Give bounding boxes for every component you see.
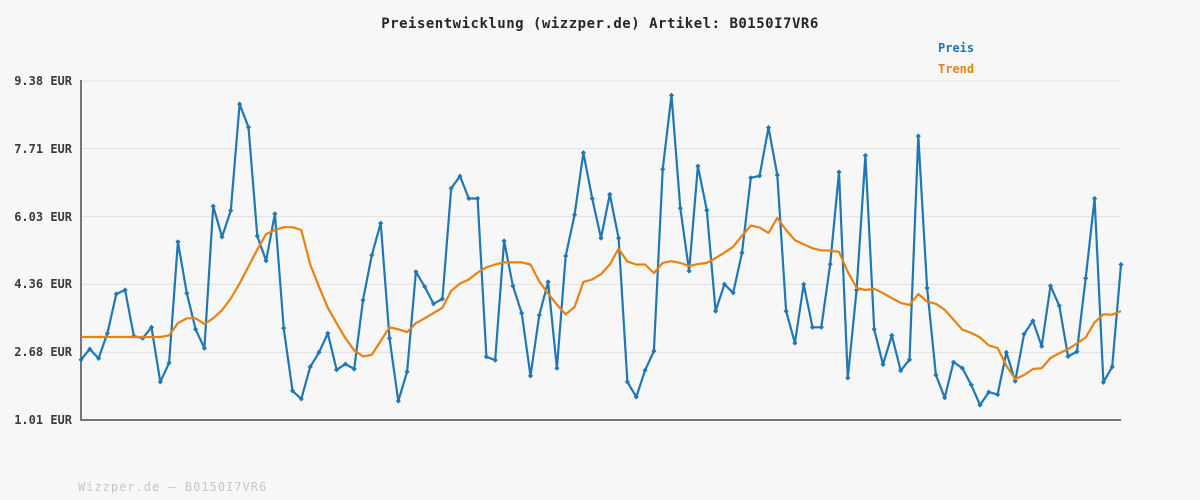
legend: Preis Trend	[938, 38, 974, 80]
legend-item-trend: Trend	[938, 62, 975, 76]
y-tick-label: 1.01 EUR	[14, 413, 72, 427]
preis-markers	[78, 92, 1124, 408]
trend-line	[81, 216, 1122, 381]
y-tick-label: 4.36 EUR	[14, 277, 72, 292]
y-tick-label: 6.03 EUR	[14, 209, 72, 224]
chart-title: Preisentwicklung (wizzper.de) Artikel: B…	[381, 16, 819, 32]
y-tick-label: 2.68 EUR	[14, 345, 72, 360]
y-tick-label: 7.71 EUR	[14, 141, 72, 156]
preis-line	[80, 94, 1123, 407]
footer-watermark: Wizzper.de – B0150I7VR6	[78, 480, 268, 494]
y-axis: 9.38 EUR 7.71 EUR 6.03 EUR 4.36 EUR 2.68 EUR…	[0, 0, 72, 500]
legend-item-preis: Preis	[938, 41, 975, 55]
y-tick-label: 9.38 EUR	[14, 74, 72, 88]
